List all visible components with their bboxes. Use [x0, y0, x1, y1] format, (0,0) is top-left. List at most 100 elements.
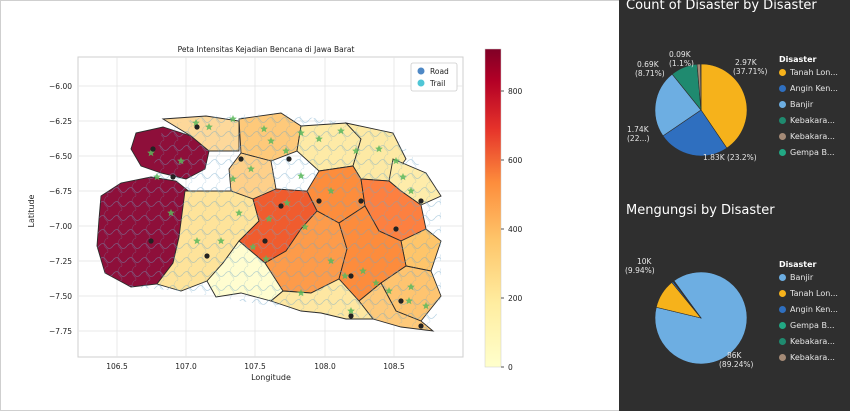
legend-swatch: [779, 322, 786, 329]
legend-label: Tanah Lon...: [790, 289, 838, 298]
pie1-title: Count of Disaster by Disaster: [626, 0, 817, 13]
y-tick-label: −6.75: [49, 187, 72, 196]
legend-swatch: [779, 274, 786, 281]
x-tick-label: 106.5: [106, 362, 128, 371]
pie2-label-tanah-value: 10K: [637, 257, 653, 266]
city-marker: [286, 156, 291, 161]
legend-label: Kebakara...: [790, 337, 835, 346]
legend-label-trail: Trail: [429, 79, 445, 88]
legend-swatch: [779, 117, 786, 124]
legend-label-road: Road: [430, 67, 449, 76]
map-panel: Peta Intensitas Kejadian Bencana di Jawa…: [1, 1, 619, 409]
legend-label: Angin Ken...: [790, 84, 838, 93]
pie1-legend-title: Disaster: [779, 55, 817, 64]
pie2-title: Mengungsi by Disaster: [626, 203, 775, 218]
legend-item[interactable]: Kebakara...: [779, 353, 835, 362]
pie2-chart: 10K (9.94%) 86K (89.24%): [619, 250, 779, 390]
legend-swatch: [779, 354, 786, 361]
pie2-legend-title: Disaster: [779, 260, 817, 269]
pie2-label-tanah-pct: (9.94%): [625, 266, 655, 275]
colorbar-ticks: 800 600 400 200 0: [501, 87, 523, 372]
legend-swatch: [779, 306, 786, 313]
legend-swatch: [779, 69, 786, 76]
legend-label: Angin Ken...: [790, 305, 838, 314]
city-marker: [148, 238, 153, 243]
y-axis-label: Latitude: [27, 194, 36, 227]
x-axis-label: Longitude: [251, 373, 291, 382]
colorbar-tick-label: 600: [508, 156, 523, 165]
legend-label: Tanah Lon...: [790, 68, 838, 77]
pie1-chart: 2.97K (37.71%) 1.83K (23.2%) 1.74K (22..…: [619, 42, 779, 182]
pie1-label-angin: 1.83K (23.2%): [703, 153, 757, 162]
y-tick-label: −7.00: [49, 222, 72, 231]
legend-item[interactable]: Gempa B...: [779, 148, 835, 157]
pie2-label-banjir-value: 86K: [727, 351, 743, 360]
legend-item[interactable]: Angin Ken...: [779, 84, 838, 93]
y-tick-label: −6.25: [49, 117, 72, 126]
legend-item[interactable]: Banjir: [779, 273, 813, 282]
legend-label: Banjir: [790, 273, 813, 282]
legend-item[interactable]: Gempa B...: [779, 321, 835, 330]
city-marker: [150, 146, 155, 151]
x-tick-label: 108.5: [383, 362, 405, 371]
legend-item[interactable]: Banjir: [779, 100, 813, 109]
pie1-label-tanah-pct: (37.71%): [733, 67, 768, 76]
legend-item[interactable]: Kebakara...: [779, 132, 835, 141]
legend-item[interactable]: Kebakara...: [779, 116, 835, 125]
city-marker: [418, 198, 423, 203]
map-figure: Peta Intensitas Kejadian Bencana di Jawa…: [1, 1, 619, 409]
legend-label: Kebakara...: [790, 116, 835, 125]
y-tick-label: −7.25: [49, 257, 72, 266]
pie1-label-tanah-value: 2.97K: [735, 58, 758, 67]
legend-item[interactable]: Tanah Lon...: [779, 68, 838, 77]
map-title: Peta Intensitas Kejadian Bencana di Jawa…: [178, 45, 355, 54]
y-tick-label: −7.50: [49, 292, 72, 301]
city-marker: [348, 273, 353, 278]
pie1-label-banjir-pct: (22...): [627, 134, 650, 143]
y-tick-label: −6.00: [49, 82, 72, 91]
city-marker: [393, 226, 398, 231]
pie1-slices: [655, 64, 747, 156]
pie1-label-kebakaran2-pct: (1.1%): [669, 59, 694, 68]
legend-swatch: [779, 101, 786, 108]
y-tick-labels: −6.00 −6.25 −6.50 −6.75 −7.00 −7.25 −7.5…: [49, 82, 72, 336]
legend-marker-road: [418, 68, 425, 75]
pie2-label-banjir-pct: (89.24%): [719, 360, 754, 369]
city-marker: [204, 253, 209, 258]
y-tick-label: −7.75: [49, 327, 72, 336]
legend-swatch: [779, 149, 786, 156]
colorbar-tick-label: 0: [508, 363, 513, 372]
pie1-label-banjir-value: 1.74K: [627, 125, 650, 134]
legend-label: Gempa B...: [790, 148, 835, 157]
legend-marker-trail: [418, 80, 425, 87]
pie1-label-kebakaran2-value: 0.09K: [669, 50, 692, 59]
legend-swatch: [779, 133, 786, 140]
y-tick-label: −6.50: [49, 152, 72, 161]
x-tick-label: 107.5: [244, 362, 266, 371]
legend-item[interactable]: Kebakara...: [779, 337, 835, 346]
colorbar-tick-label: 400: [508, 225, 523, 234]
x-tick-label: 108.0: [314, 362, 336, 371]
legend-label: Gempa B...: [790, 321, 835, 330]
legend-item[interactable]: Angin Ken...: [779, 305, 838, 314]
city-marker: [418, 323, 423, 328]
legend-label: Banjir: [790, 100, 813, 109]
city-marker: [262, 238, 267, 243]
city-marker: [278, 203, 283, 208]
city-marker: [398, 298, 403, 303]
colorbar-tick-label: 800: [508, 87, 523, 96]
pie1-label-kebakaran-value: 0.69K: [637, 60, 660, 69]
legend-swatch: [779, 290, 786, 297]
x-tick-label: 107.0: [175, 362, 197, 371]
city-marker: [170, 174, 175, 179]
legend-label: Kebakara...: [790, 132, 835, 141]
map-legend: Road Trail: [411, 63, 457, 91]
colorbar-tick-label: 200: [508, 294, 523, 303]
legend-swatch: [779, 85, 786, 92]
city-marker: [316, 198, 321, 203]
dashboard-panel: Count of Disaster by Disaster 2.97K (37.…: [619, 0, 850, 411]
legend-label: Kebakara...: [790, 353, 835, 362]
x-tick-labels: 106.5 107.0 107.5 108.0 108.5: [106, 362, 405, 371]
legend-item[interactable]: Tanah Lon...: [779, 289, 838, 298]
city-marker: [348, 313, 353, 318]
